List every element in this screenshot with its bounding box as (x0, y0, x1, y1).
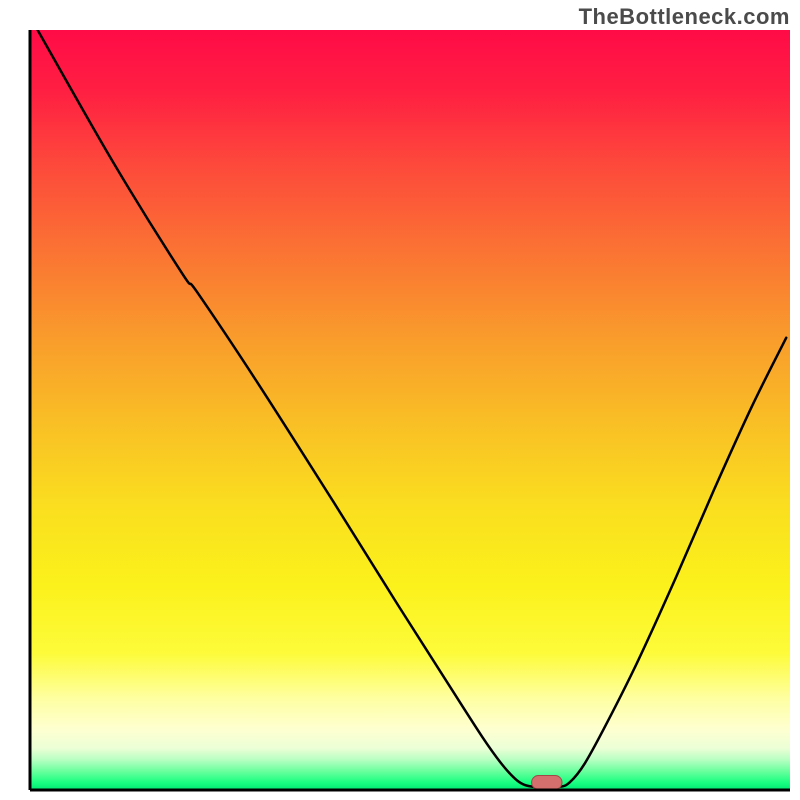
optimal-marker (532, 776, 562, 790)
watermark-text: TheBottleneck.com (579, 4, 790, 30)
chart-container: TheBottleneck.com (0, 0, 800, 800)
bottleneck-chart (0, 0, 800, 800)
